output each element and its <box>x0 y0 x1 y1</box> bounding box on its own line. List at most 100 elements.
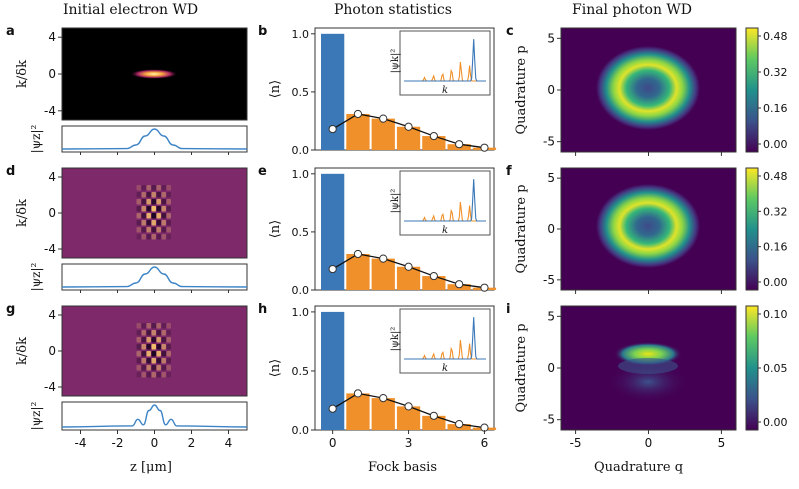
panelB-bar-orange <box>422 136 446 150</box>
right-ylabel: Quadrature p <box>514 323 529 412</box>
panelE-marker <box>328 264 337 274</box>
panelE-ylabel: ⟨n⟩ <box>268 220 283 239</box>
checkD-cell <box>136 185 141 191</box>
panel-label-d: d <box>6 164 16 179</box>
checkD-cell <box>146 206 151 212</box>
panel-g-interference <box>136 323 171 378</box>
checkG-cell <box>161 344 166 350</box>
y-tick-label: 5 <box>547 309 555 323</box>
panel-d-bottom <box>61 263 248 291</box>
checkG-cell <box>136 372 141 378</box>
panelH-inset-blue <box>404 317 486 360</box>
panel-d-interference <box>136 185 171 240</box>
panelE-marker <box>429 271 438 281</box>
checkG-cell <box>156 358 161 364</box>
panelB-inset-blue <box>404 39 486 82</box>
checkG-cell <box>136 330 141 336</box>
panel-a-bottom-frame <box>61 125 248 153</box>
checkG-cell <box>151 344 156 350</box>
checkD-cell <box>166 199 171 205</box>
checkD-cell <box>141 213 146 219</box>
panelE-bar-orange <box>422 276 446 290</box>
panel-c-ring <box>596 46 700 130</box>
checkD-cell <box>151 185 156 191</box>
checkD-cell <box>166 213 171 219</box>
checkD-cell <box>166 185 171 191</box>
checkD-cell <box>156 234 161 240</box>
panelH-marker <box>328 404 337 413</box>
y-tick-label: 4 <box>48 30 56 44</box>
x-tick-label: 5 <box>718 436 726 450</box>
panel-d <box>61 167 248 259</box>
panel-label-e: e <box>258 164 267 179</box>
checkG-cell <box>146 365 151 371</box>
panelE-marker <box>353 249 363 259</box>
panelB-marker <box>455 140 464 149</box>
checkD-cell <box>166 192 171 198</box>
checkG-cell <box>151 330 156 336</box>
panel-g <box>61 305 248 397</box>
panelE-marker <box>379 254 388 263</box>
checkG-cell <box>136 358 141 364</box>
panelH-bar-blue <box>321 311 345 430</box>
x-tick-label: 2 <box>188 436 196 450</box>
panelB-inset-ylabel: |ψk|² <box>390 49 401 74</box>
panel-a <box>61 27 248 121</box>
panel-label-a: a <box>6 24 15 39</box>
panel-f-colorbar <box>745 167 759 291</box>
checkD-cell <box>136 220 141 226</box>
x-tick-label: 0 <box>329 436 337 450</box>
checkD-cell <box>141 206 146 212</box>
panelH-marker <box>455 419 464 429</box>
checkG-cell <box>166 372 171 378</box>
checkD-cell <box>146 199 151 205</box>
checkD-cell <box>136 213 141 219</box>
x-label-right: Quadrature q <box>594 460 684 475</box>
checkG-cell <box>161 372 166 378</box>
y-tick-label: 1.0 <box>292 168 310 181</box>
panelB-ylabel: ⟨n⟩ <box>268 80 283 99</box>
y-tick-label: 4 <box>48 308 56 322</box>
checkG-cell <box>151 351 156 357</box>
checkD-cell <box>151 227 156 233</box>
panelH-marker <box>353 389 363 398</box>
panel-a-wavefunction <box>61 128 248 150</box>
checkD-cell <box>161 213 166 219</box>
y-tick-label: 5 <box>547 171 555 185</box>
panel-label-b: b <box>258 24 268 39</box>
y-tick-label: -4 <box>44 104 56 118</box>
checkD-cell <box>146 185 151 191</box>
panelE-bar-blue <box>321 173 345 290</box>
checkG-cell <box>156 337 161 343</box>
panelH-ylabel: ⟨n⟩ <box>268 359 283 378</box>
checkD-cell <box>146 213 151 219</box>
checkG-cell <box>166 358 171 364</box>
checkD-cell <box>166 220 171 226</box>
panelB-bar-orange <box>396 126 421 150</box>
y-tick-label: 0.0 <box>292 144 310 157</box>
checkG-cell <box>136 351 141 357</box>
panelE-inset-xlabel: k <box>442 225 448 236</box>
checkG-cell <box>156 330 161 336</box>
checkD-cell <box>136 227 141 233</box>
panelH-bar-orange <box>371 398 395 430</box>
checkG-cell <box>136 365 141 371</box>
cbar-tick-label: 0.32 <box>763 66 788 79</box>
x-tick-label: 0 <box>151 436 159 450</box>
panel-i-colorbar <box>745 305 759 431</box>
checkG-cell <box>146 323 151 329</box>
panel-f <box>560 167 759 291</box>
panel-a-blob <box>130 69 178 79</box>
checkD-cell <box>151 213 156 219</box>
y-tick-label: 0 <box>547 83 555 97</box>
panelH-marker <box>429 411 438 420</box>
checkD-cell <box>161 220 166 226</box>
x-tick-label: 4 <box>225 436 233 450</box>
y-tick-label: 0 <box>48 206 56 220</box>
panel-c-colorbar <box>745 27 759 153</box>
panelH-inset-xlabel: k <box>442 363 448 374</box>
y-tick-label: 1.0 <box>292 28 310 41</box>
panelE-marker <box>480 283 489 292</box>
panelH-marker <box>404 402 413 411</box>
